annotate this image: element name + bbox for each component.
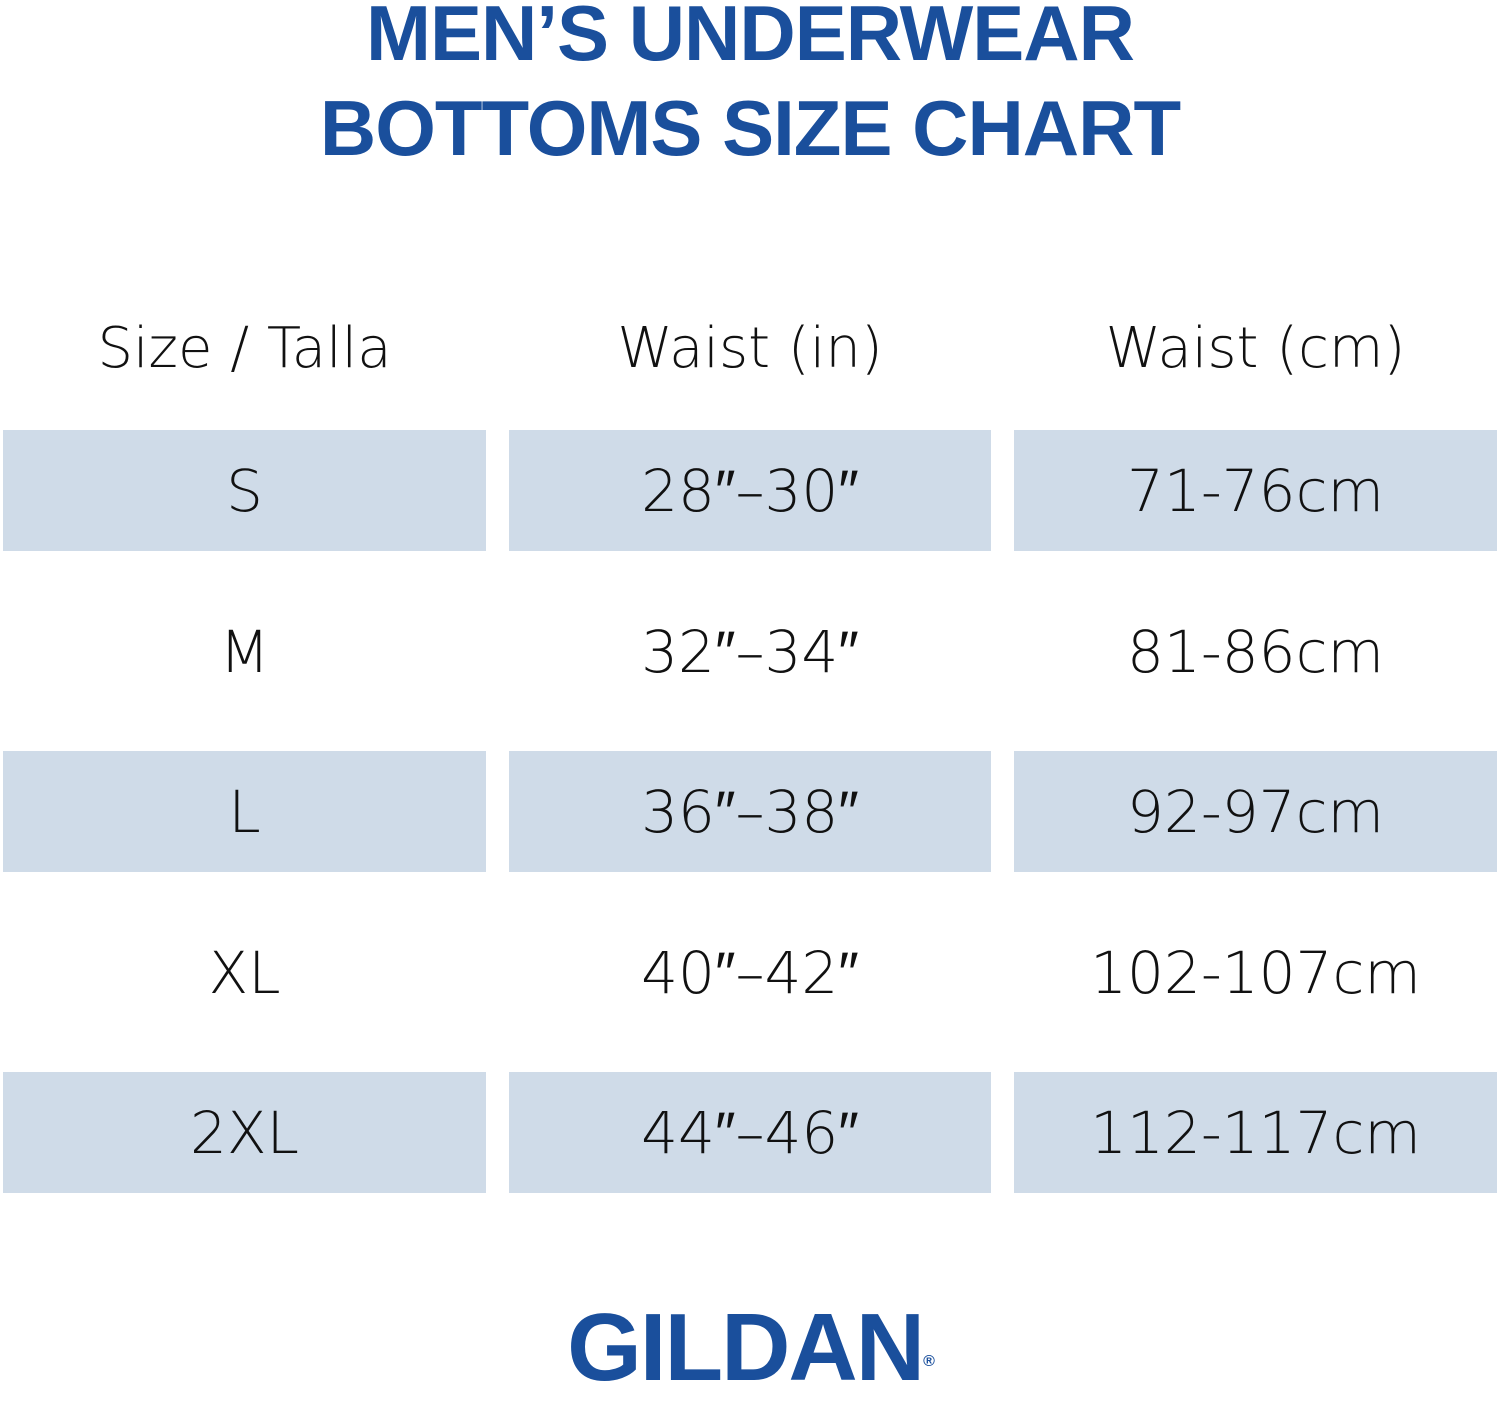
waist-in-cell: 44″–46″ xyxy=(509,1072,991,1193)
waist-cm-cell: 112-117cm xyxy=(1014,1072,1497,1193)
size-cell: S xyxy=(3,430,486,551)
waist-in-cell: 36″–38″ xyxy=(509,751,991,872)
gildan-logo: GILDAN® xyxy=(567,1294,935,1401)
waist-in-cell: 32″–34″ xyxy=(641,617,859,686)
waist-in-cell: 28″–30″ xyxy=(509,430,991,551)
header-waist-cm: Waist (cm) xyxy=(1105,316,1406,381)
waist-cm-cell: 81-86cm xyxy=(1127,617,1384,686)
table-row: 2XL 44″–46″ 112-117cm xyxy=(0,1072,1500,1193)
header-waist-in: Waist (in) xyxy=(617,316,883,381)
header-size: Size / Talla xyxy=(97,316,392,381)
table-row: S 28″–30″ 71-76cm xyxy=(0,430,1500,551)
table-row: L 36″–38″ 92-97cm xyxy=(0,751,1500,872)
table-header: Size / Talla Waist (in) Waist (cm) xyxy=(0,288,1500,409)
table-row: XL 40″–42″ 102-107cm xyxy=(0,912,1500,1033)
size-cell: L xyxy=(3,751,486,872)
size-cell: M xyxy=(219,617,270,686)
table-row: M 32″–34″ 81-86cm xyxy=(0,591,1500,712)
waist-in-cell: 40″–42″ xyxy=(641,938,859,1007)
size-cell: XL xyxy=(208,938,281,1007)
title-line-1: MEN’S UNDERWEAR xyxy=(366,0,1135,77)
title-line-2: BOTTOMS SIZE CHART xyxy=(319,84,1181,172)
size-cell: 2XL xyxy=(3,1072,486,1193)
waist-cm-cell: 71-76cm xyxy=(1014,430,1497,551)
waist-cm-cell: 92-97cm xyxy=(1014,751,1497,872)
waist-cm-cell: 102-107cm xyxy=(1090,938,1421,1007)
